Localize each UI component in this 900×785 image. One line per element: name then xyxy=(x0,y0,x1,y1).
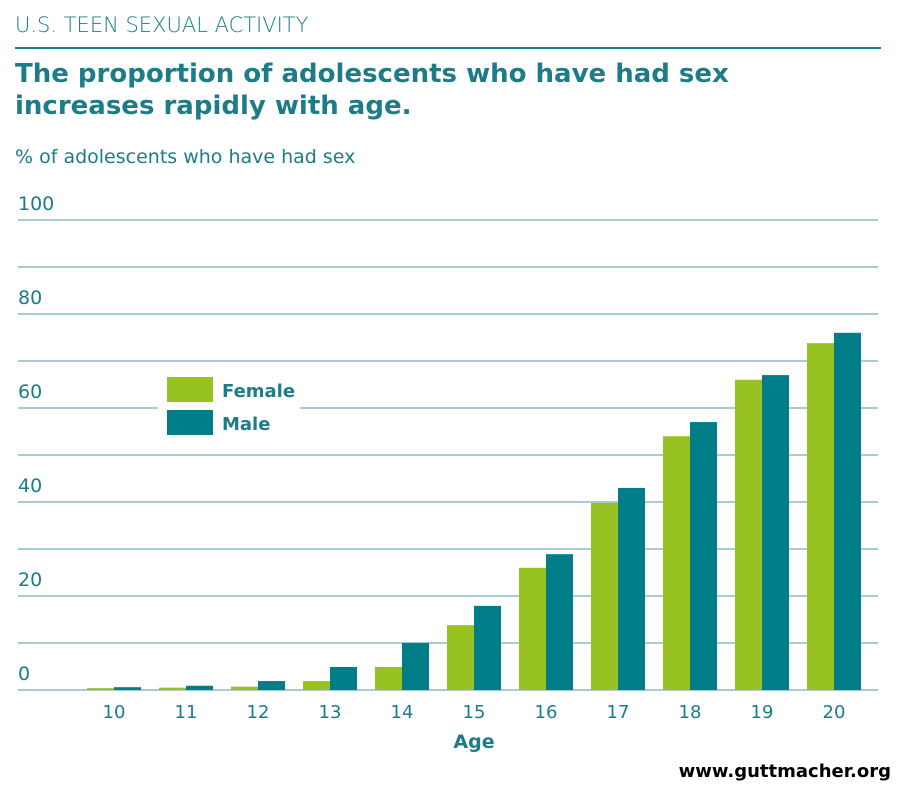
y-tick-label: 80 xyxy=(18,287,42,309)
x-tick-label: 11 xyxy=(175,702,198,723)
bar xyxy=(591,502,618,690)
x-tick-label: 12 xyxy=(247,702,270,723)
x-tick-label: 20 xyxy=(823,702,846,723)
bar xyxy=(375,666,402,690)
y-tick-label: 20 xyxy=(18,569,42,591)
x-tick-label: 19 xyxy=(751,702,774,723)
source: www.guttmacher.org xyxy=(679,761,891,782)
bar xyxy=(231,686,258,690)
bar xyxy=(519,567,546,690)
legend-swatch xyxy=(167,377,213,402)
y-tick-label: 60 xyxy=(18,381,42,403)
x-tick-label: 16 xyxy=(535,702,558,723)
bar xyxy=(762,375,789,690)
bar xyxy=(663,436,690,690)
x-tick-label: 14 xyxy=(391,702,414,723)
bar xyxy=(330,666,357,690)
chart-title: increases rapidly with age. xyxy=(15,91,411,121)
bar xyxy=(87,688,114,690)
x-axis-label: Age xyxy=(453,731,494,753)
bar xyxy=(258,681,285,690)
bar xyxy=(474,605,501,690)
bar xyxy=(807,343,834,690)
chart-title: The proportion of adolescents who have h… xyxy=(15,59,729,89)
subtitle: % of adolescents who have had sex xyxy=(15,146,355,168)
bar xyxy=(402,643,429,690)
bar xyxy=(546,554,573,690)
y-tick-label: 100 xyxy=(18,193,54,215)
bar xyxy=(447,625,474,690)
x-tick-label: 13 xyxy=(319,702,342,723)
bar xyxy=(690,422,717,690)
legend-label: Male xyxy=(222,414,270,435)
bar xyxy=(735,379,762,690)
bar xyxy=(114,687,141,690)
bar xyxy=(159,687,186,690)
bar xyxy=(186,685,213,690)
x-tick-label: 15 xyxy=(463,702,486,723)
y-tick-label: 40 xyxy=(18,475,42,497)
x-tick-label: 17 xyxy=(607,702,630,723)
legend-label: Female xyxy=(222,381,295,402)
header: U.S. TEEN SEXUAL ACTIVITY xyxy=(15,13,309,37)
bar xyxy=(834,332,861,690)
legend-swatch xyxy=(167,410,213,435)
x-tick-label: 18 xyxy=(679,702,702,723)
bar xyxy=(303,681,330,690)
bar xyxy=(618,487,645,690)
x-tick-label: 10 xyxy=(103,702,126,723)
y-tick-label: 0 xyxy=(18,663,30,685)
